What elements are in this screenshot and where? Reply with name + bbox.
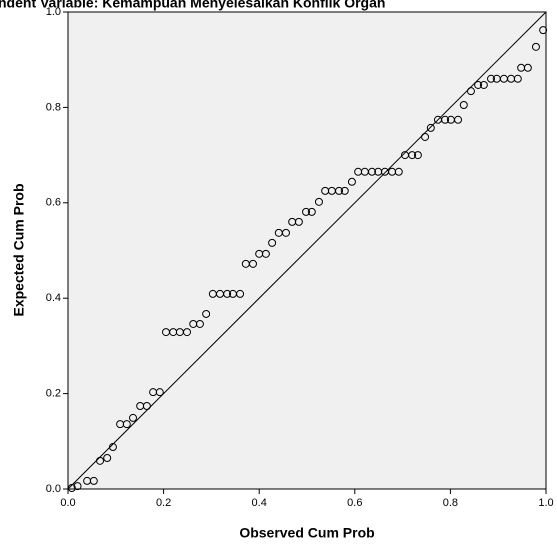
point: [248, 259, 257, 268]
point: [340, 186, 349, 195]
point: [487, 74, 496, 83]
point: [129, 413, 138, 422]
x-tick-label: 0.2: [156, 497, 171, 509]
chart-title: ndent Variable: Kemampuan Menyelesaikan …: [0, 0, 385, 11]
point: [335, 186, 344, 195]
y-axis-label: Expected Cum Prob: [11, 183, 27, 316]
point: [479, 80, 488, 89]
point: [281, 228, 290, 237]
point: [523, 63, 532, 72]
point: [96, 456, 105, 465]
point: [294, 217, 303, 226]
point: [394, 167, 403, 176]
point: [347, 177, 356, 186]
point: [122, 420, 131, 429]
point: [155, 388, 164, 397]
point: [459, 101, 468, 110]
point: [413, 151, 422, 160]
point: [531, 42, 540, 51]
point: [223, 289, 232, 298]
point: [513, 74, 522, 83]
point: [307, 207, 316, 216]
y-tick-label: 1.0: [46, 6, 61, 18]
point: [539, 26, 548, 35]
point: [103, 453, 112, 462]
y-tick-label: 0.8: [46, 101, 61, 113]
point: [236, 289, 245, 298]
x-tick-label: 0.0: [60, 497, 75, 509]
point: [466, 87, 475, 96]
point: [314, 197, 323, 206]
point: [368, 167, 377, 176]
point: [195, 319, 204, 328]
point: [183, 328, 192, 337]
x-tick-label: 1.0: [538, 497, 553, 509]
y-tick-label: 0.0: [46, 483, 61, 495]
point: [268, 238, 277, 247]
point: [421, 132, 430, 141]
x-tick-label: 0.8: [443, 497, 458, 509]
point: [474, 80, 483, 89]
point: [89, 476, 98, 485]
point: [454, 115, 463, 124]
point: [302, 207, 311, 216]
point: [426, 123, 435, 132]
y-tick-label: 0.2: [46, 388, 61, 400]
point: [441, 115, 450, 124]
point: [108, 443, 117, 452]
y-tick-label: 0.6: [46, 197, 61, 209]
x-tick-label: 0.4: [252, 497, 267, 509]
point: [73, 482, 82, 491]
point: [261, 249, 270, 258]
y-tick-label: 0.4: [46, 292, 61, 304]
point: [142, 402, 151, 411]
x-tick-label: 0.6: [347, 497, 362, 509]
point: [202, 309, 211, 318]
x-axis-label: Observed Cum Prob: [239, 525, 374, 541]
point: [408, 151, 417, 160]
point: [67, 484, 76, 493]
